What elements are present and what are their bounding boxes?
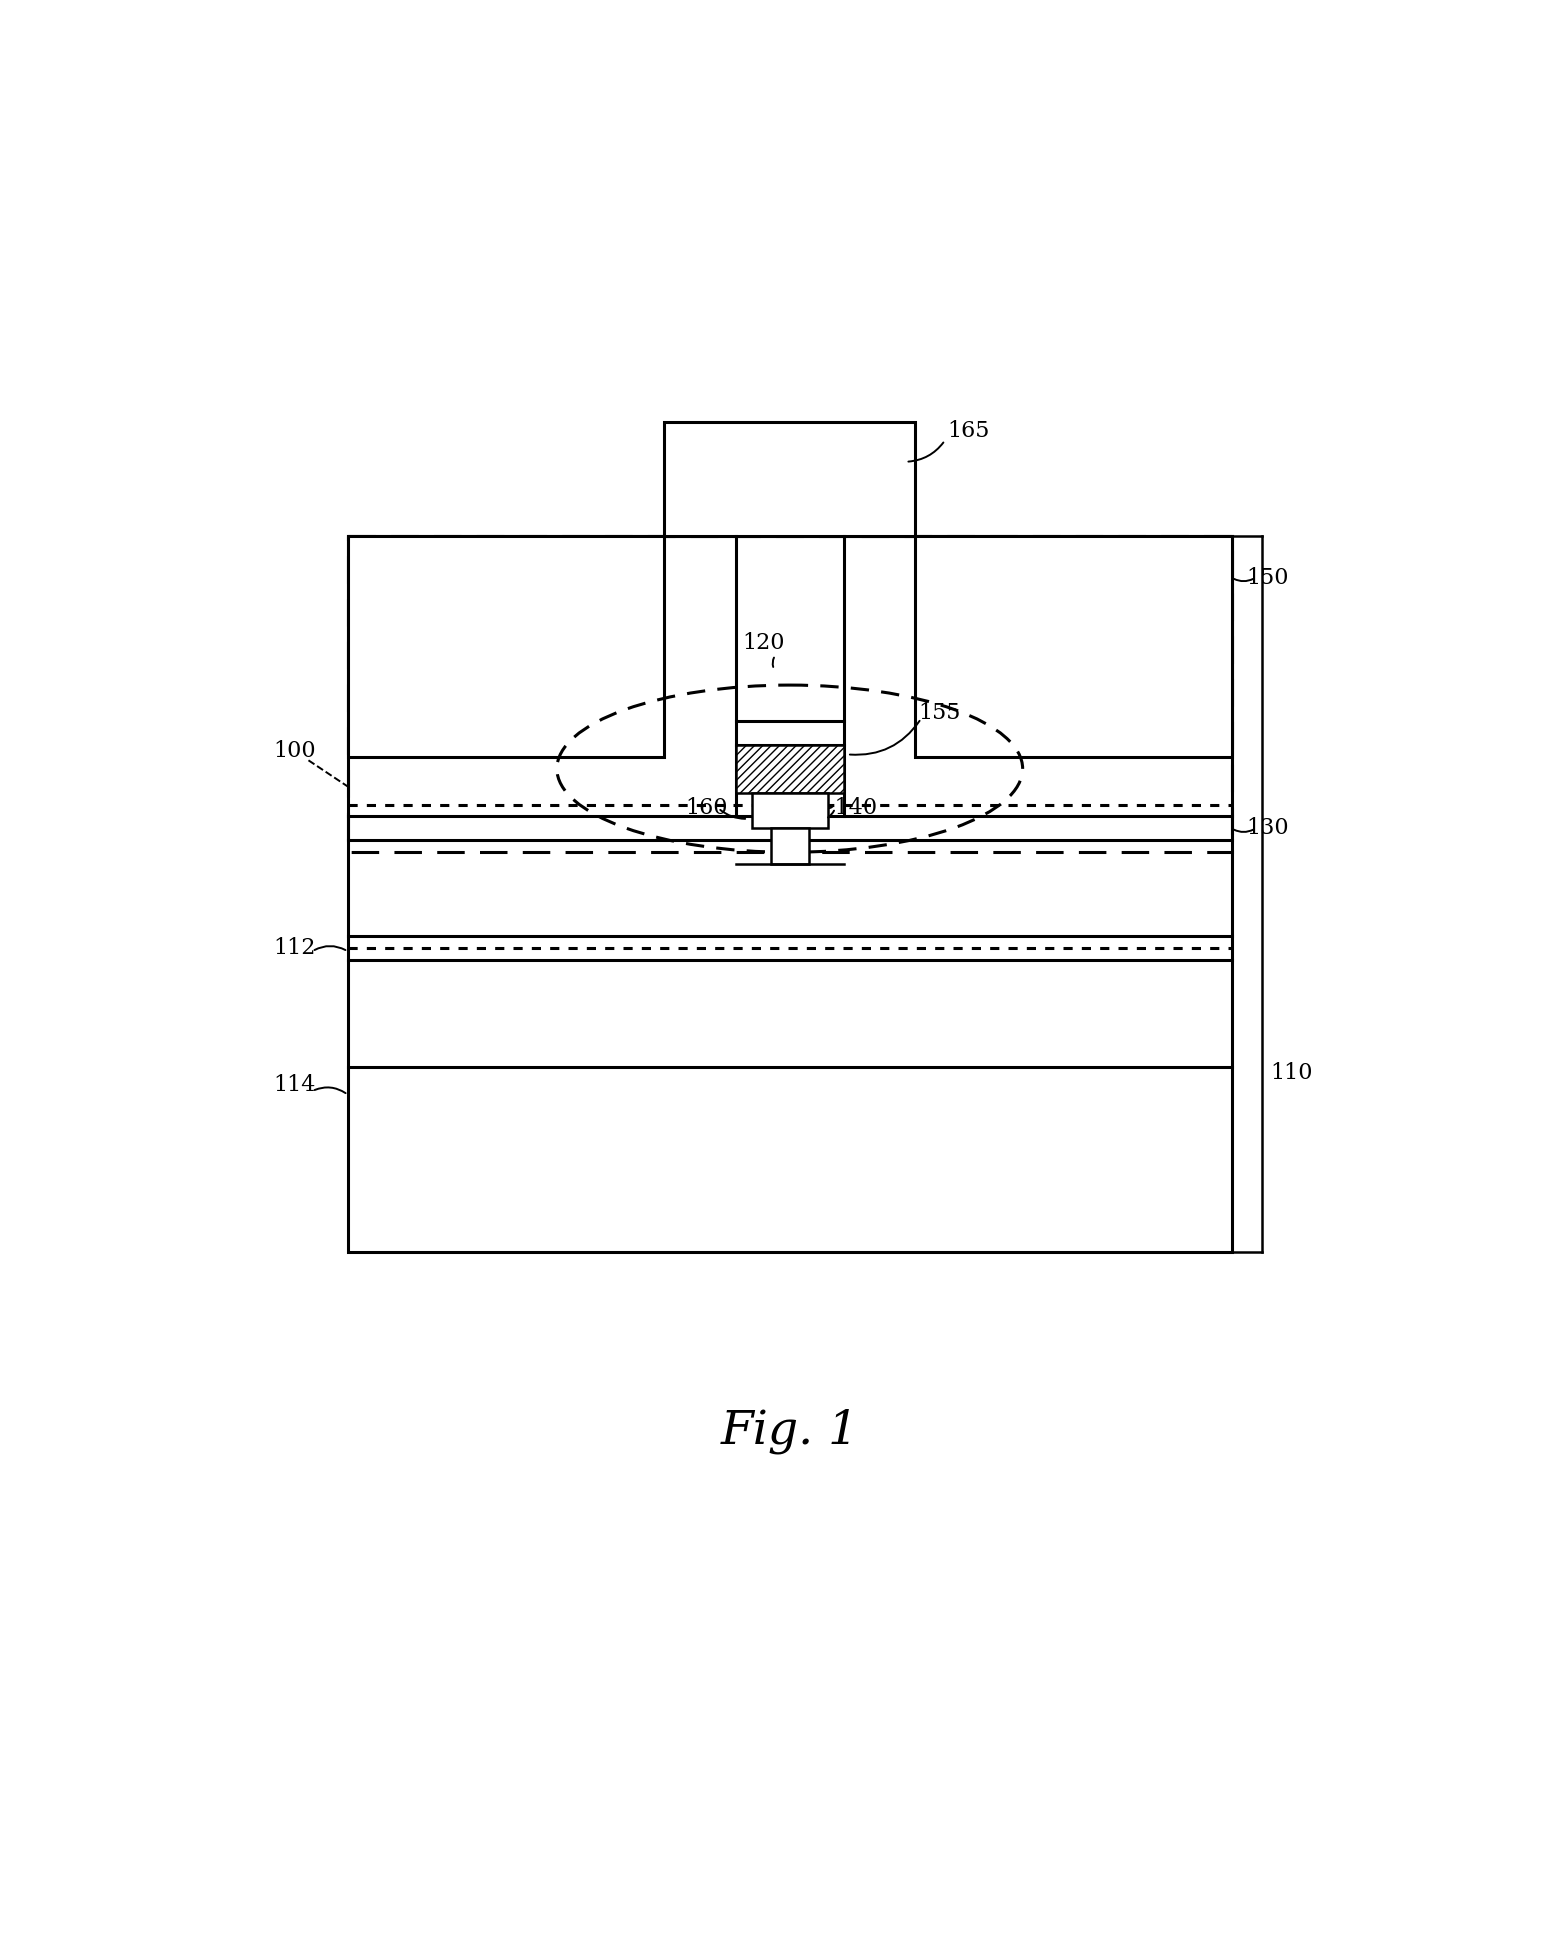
Text: 150: 150 [1247,567,1288,589]
Text: ~140: ~140 [817,798,878,819]
Bar [752,792,828,829]
Text: 130: 130 [1247,817,1288,840]
Text: 112: 112 [273,937,316,958]
Text: 165: 165 [948,420,989,441]
Bar [737,745,843,792]
Text: 120: 120 [743,633,784,654]
Text: 100: 100 [273,740,316,761]
Text: 160: 160 [684,798,727,819]
Bar [770,829,809,863]
Bar [348,536,664,757]
Bar [348,536,1231,1253]
Text: Fig. 1: Fig. 1 [721,1409,858,1454]
Text: 155: 155 [918,701,960,724]
Bar [915,536,1231,757]
Bar [348,536,1231,852]
Text: 110: 110 [1270,1063,1313,1084]
Text: 114: 114 [273,1074,316,1096]
Bar [664,422,915,536]
